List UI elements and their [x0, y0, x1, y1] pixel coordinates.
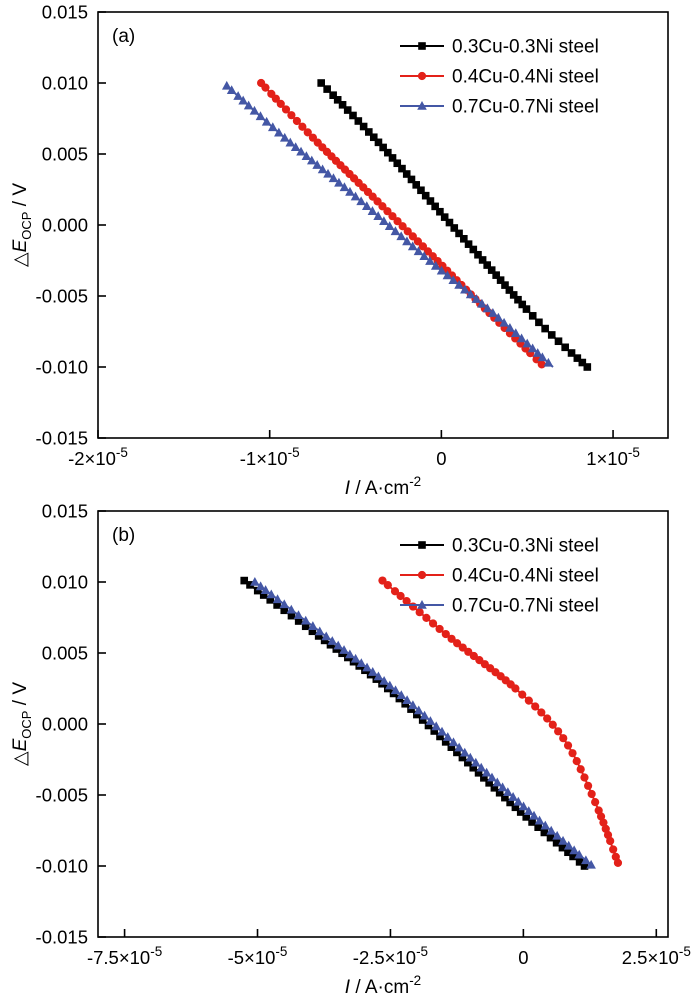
legend-entry: 0.4Cu-0.4Ni steel	[400, 566, 599, 587]
y-axis-label: △EOCP / V	[10, 183, 34, 267]
axes: -7.5×10-5 -5×10-5 -2.5×10-5 0 2.5×10-5 0.015 0…	[36, 501, 691, 969]
y-tick-label: 0.005	[42, 643, 88, 664]
legend-label: 0.4Cu-0.4Ni steel	[452, 566, 599, 587]
legend-entry: 0.4Cu-0.4Ni steel	[400, 67, 599, 88]
panel-b: -7.5×10-5 -5×10-5 -2.5×10-5 0 2.5×10-5 0.015 0…	[0, 499, 700, 998]
series-0.3Cu-0.3Ni-steel	[317, 79, 592, 371]
y-tick-label: 0.010	[42, 572, 88, 593]
x-axis-label: I / A·cm-2	[345, 474, 421, 499]
y-tick-label: -0.005	[36, 286, 88, 307]
legend-entry: 0.3Cu-0.3Ni steel	[400, 37, 599, 58]
legend-label: 0.7Cu-0.7Ni steel	[452, 596, 599, 617]
y-tick-label: -0.015	[36, 927, 88, 948]
legend-label: 0.3Cu-0.3Ni steel	[452, 536, 599, 557]
panel-label: (a)	[112, 26, 135, 47]
y-tick-label: 0.015	[42, 501, 88, 522]
x-tick-label: -7.5×10-5	[87, 944, 162, 968]
legend-label: 0.7Cu-0.7Ni steel	[452, 97, 599, 118]
series-0.7Cu-0.7Ni-steel	[250, 577, 596, 869]
x-tick-label: -2×10-5	[68, 445, 128, 469]
y-tick-label: 0.015	[42, 2, 88, 23]
legend: 0.3Cu-0.3Ni steel 0.4Cu-0.4Ni steel 0.7Cu-…	[400, 536, 599, 617]
legend: 0.3Cu-0.3Ni steel 0.4Cu-0.4Ni steel 0.7Cu-…	[400, 37, 599, 118]
y-axis-label: △EOCP / V	[10, 682, 34, 766]
legend-entry: 0.7Cu-0.7Ni steel	[400, 596, 599, 617]
y-tick-label: -0.010	[36, 856, 88, 877]
x-tick-label: 0	[436, 448, 446, 469]
x-tick-label: -2.5×10-5	[353, 944, 428, 968]
x-tick-label: 0	[518, 947, 528, 968]
legend-label: 0.4Cu-0.4Ni steel	[452, 67, 599, 88]
axes: -2×10-5 -1×10-5 0 1×10-5 0.015 0.010 0.005 0.00…	[36, 2, 669, 469]
y-tick-label: 0.000	[42, 215, 88, 236]
legend-entry: 0.7Cu-0.7Ni steel	[400, 97, 599, 118]
series-0.4Cu-0.4Ni-steel	[378, 576, 623, 868]
series-0.7Cu-0.7Ni-steel	[221, 80, 554, 368]
legend-entry: 0.3Cu-0.3Ni steel	[400, 536, 599, 557]
panel-label: (b)	[112, 525, 135, 546]
y-tick-label: 0.005	[42, 144, 88, 165]
chart-b: -7.5×10-5 -5×10-5 -2.5×10-5 0 2.5×10-5 0.015 0…	[10, 501, 691, 998]
y-tick-label: -0.005	[36, 785, 88, 806]
x-tick-label: -1×10-5	[240, 445, 300, 469]
y-tick-label: 0.010	[42, 73, 88, 94]
series-0.3Cu-0.3Ni-steel	[240, 576, 589, 870]
y-tick-label: -0.015	[36, 428, 88, 449]
chart-a: -2×10-5 -1×10-5 0 1×10-5 0.015 0.010 0.005 0.00…	[10, 2, 669, 499]
panel-a: -2×10-5 -1×10-5 0 1×10-5 0.015 0.010 0.005 0.00…	[10, 2, 669, 499]
x-tick-label: 1×10-5	[586, 445, 640, 469]
y-tick-label: -0.010	[36, 357, 88, 378]
y-tick-label: 0.000	[42, 714, 88, 735]
x-tick-label: 2.5×10-5	[622, 944, 691, 968]
x-tick-label: -5×10-5	[228, 944, 288, 968]
legend-label: 0.3Cu-0.3Ni steel	[452, 37, 599, 58]
x-axis-label: I / A·cm-2	[345, 973, 421, 998]
